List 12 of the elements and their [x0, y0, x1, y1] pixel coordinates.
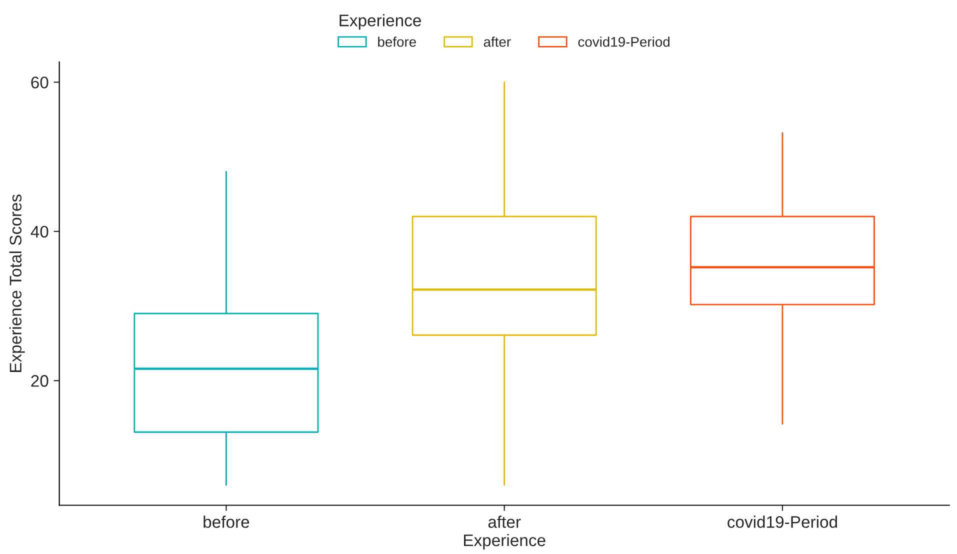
legend-label: before: [378, 36, 416, 47]
x-tick-label: covid19-Period: [728, 516, 837, 528]
y-tick-label: 40: [30, 226, 48, 238]
y-tick-label: 20: [31, 375, 48, 387]
legend-label: after: [484, 36, 511, 47]
y-axis-title: Experience Total Scores: [9, 194, 25, 372]
x-tick-label: after: [488, 516, 521, 528]
x-tick-label: before: [204, 516, 250, 528]
y-tick-label: 60: [31, 76, 48, 88]
x-axis-title: Experience: [464, 534, 546, 550]
legend-title: Experience: [340, 14, 421, 30]
legend-label: covid19-Period: [578, 36, 670, 47]
